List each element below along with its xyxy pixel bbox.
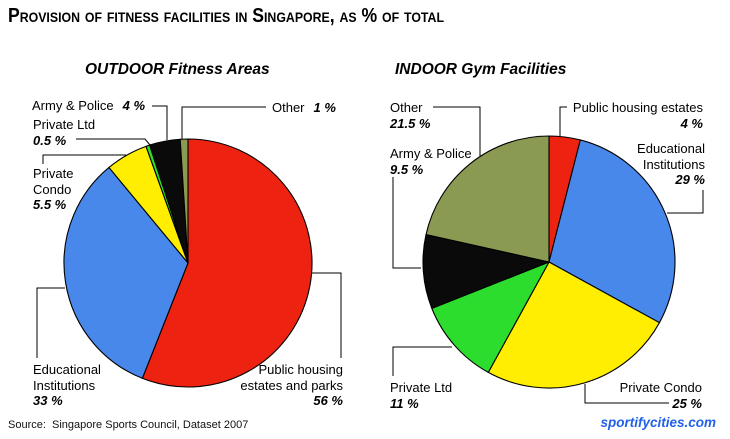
slice-percent: 5.5 % — [33, 197, 67, 212]
slice-percent: 4 % — [680, 115, 703, 131]
slice-label: Army & Police — [32, 98, 114, 113]
label-indoor-other: Other 21.5 % — [390, 100, 430, 131]
leader-line — [584, 384, 669, 404]
slice-percent: 29 % — [675, 172, 705, 187]
outdoor-pie — [63, 138, 313, 388]
label-indoor-private-condo: Private Condo 25 % — [592, 380, 702, 411]
slice-percent: 56 % — [313, 393, 343, 408]
page-title: Provision of fitness facilities in Singa… — [8, 5, 503, 28]
page-title-text: Provision of fitness facilities in Singa… — [8, 5, 444, 27]
indoor-pie — [422, 135, 676, 389]
outdoor-chart-title: OUTDOOR Fitness Areas — [85, 61, 270, 78]
slice-label: Private Condo — [33, 166, 74, 197]
label-outdoor-private-ltd: Private Ltd 0.5 % — [33, 117, 95, 148]
label-outdoor-other: Other 1 % — [272, 100, 336, 116]
label-indoor-private-ltd: Private Ltd 11 % — [390, 380, 452, 411]
slice-label: Other — [390, 100, 423, 115]
label-indoor-army-police: Army & Police 9.5 % — [390, 146, 472, 177]
leader-line — [667, 190, 704, 214]
slice-label: Public housing estates — [572, 100, 703, 115]
source-note: Source: Singapore Sports Council, Datase… — [8, 419, 249, 431]
leader-line — [76, 138, 151, 146]
label-indoor-educational: Educational Institutions 29 % — [625, 141, 705, 188]
slice-percent: 21.5 % — [390, 115, 431, 131]
label-outdoor-private-condo: Private Condo 5.5 % — [33, 166, 89, 213]
label-outdoor-educational: Educational Institutions 33 % — [33, 362, 113, 409]
pie-slice-other — [425, 135, 550, 263]
pie-slice-army-police — [422, 233, 550, 309]
pie-slice-educational-institutions — [548, 139, 676, 324]
slice-percent: 9.5 % — [390, 161, 424, 177]
slice-label: Other — [272, 100, 305, 115]
slice-label: Educational Institutions — [33, 362, 101, 393]
pie-slice-private-condo — [487, 261, 660, 389]
leader-line — [42, 154, 126, 164]
slice-percent: 0.5 % — [33, 132, 67, 148]
leader-line — [433, 106, 481, 156]
slice-percent: 1 % — [313, 100, 336, 115]
slice-label: Private Ltd — [390, 380, 453, 395]
pie-slice-public-housing-estates-and-parks — [141, 138, 313, 388]
pie-slice-private-ltd — [431, 261, 550, 373]
label-outdoor-army-police: Army & Police 4 % — [32, 98, 145, 114]
slice-label: Educational Institutions — [637, 141, 705, 172]
slice-label: Private Ltd — [33, 117, 96, 132]
leader-line — [559, 106, 567, 136]
slice-percent: 33 % — [33, 393, 63, 408]
leader-line — [36, 287, 65, 358]
slice-percent: 4 % — [122, 98, 146, 113]
slice-label: Private Condo — [619, 380, 702, 395]
label-outdoor-public-housing: Public housing estates and parks 56 % — [233, 362, 343, 409]
leader-line — [392, 346, 452, 376]
indoor-chart-title: INDOOR Gym Facilities — [395, 61, 567, 78]
slice-label: Army & Police — [390, 146, 472, 161]
leader-line — [392, 177, 421, 269]
pie-slice-other — [179, 138, 189, 264]
label-indoor-public-housing: Public housing estates 4 % — [553, 100, 703, 131]
slice-percent: 25 % — [672, 395, 702, 411]
leader-line — [311, 272, 342, 358]
slice-label: Public housing estates and parks — [240, 362, 343, 393]
pie-slice-educational-institutions — [63, 166, 189, 379]
slice-percent: 11 % — [390, 395, 419, 411]
leader-line — [181, 106, 266, 139]
site-link[interactable]: sportifycities.com — [600, 415, 716, 430]
leader-line — [152, 105, 168, 140]
